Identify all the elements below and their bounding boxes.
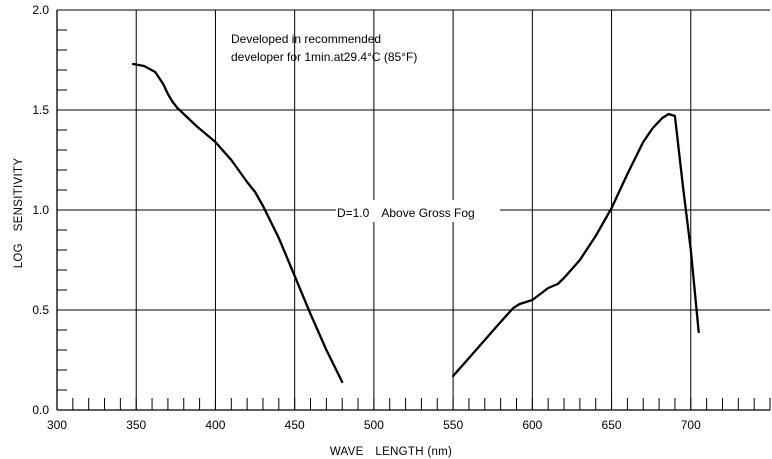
- x-tick-label: 650: [602, 418, 622, 432]
- y-axis-title: LOG SENSITIVITY: [13, 158, 25, 269]
- x-axis-title: WAVE LENGTH (nm): [330, 446, 452, 458]
- y-tick-label: 0.5: [32, 303, 49, 317]
- y-tick-label: 2.0: [32, 3, 49, 17]
- axis-ticks: [56, 9, 771, 411]
- x-tick-label: 400: [205, 418, 225, 432]
- x-tick-label: 600: [522, 418, 542, 432]
- y-tick-label: 1.5: [32, 103, 49, 117]
- annotation-group: Developed in recommended developer for 1…: [231, 32, 500, 222]
- y-tick-label: 1.0: [32, 203, 49, 217]
- x-tick-label: 550: [443, 418, 463, 432]
- y-tick-label: 0.0: [32, 403, 49, 417]
- x-tick-label: 500: [364, 418, 384, 432]
- x-tick-label: 450: [285, 418, 305, 432]
- annotation-background: [336, 200, 500, 222]
- x-tick-label: 350: [126, 418, 146, 432]
- series-lines: [131, 62, 700, 384]
- x-tick-label: 300: [47, 418, 67, 432]
- sensitivity-curve-1: [131, 62, 344, 384]
- x-tick-label: 700: [681, 418, 701, 432]
- tick-labels: 300 350 400 450 500 550 600 650 700 0.0 0.5 1.0 1.5 2…: [32, 3, 701, 432]
- sensitivity-curve-2: [451, 112, 700, 378]
- annotation-density-criterion: D=1.0 Above Gross Fog: [337, 206, 475, 220]
- annotation-development-line1: Developed in recommended: [231, 32, 381, 46]
- annotation-development-line2: developer for 1min.at29.4°C (85°F): [231, 50, 417, 64]
